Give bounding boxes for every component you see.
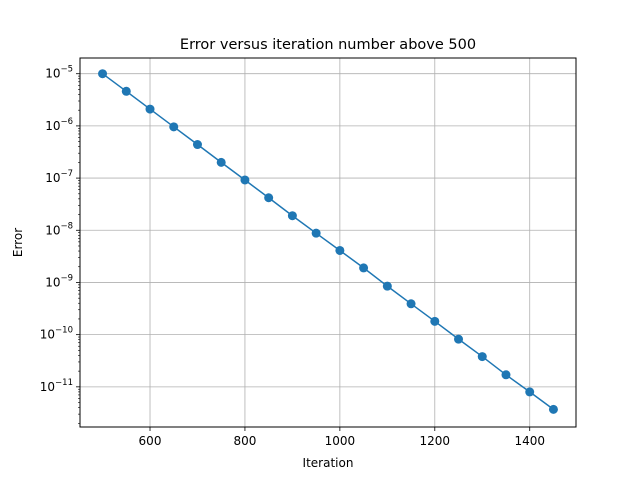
- y-tick-label-base: 10: [45, 223, 60, 237]
- data-point: [98, 69, 108, 79]
- x-tick-label: 600: [139, 434, 162, 448]
- y-tick-label-exponent: −8: [60, 221, 73, 231]
- grid: [80, 58, 576, 427]
- data-point: [264, 193, 274, 203]
- y-tick-label-exponent: −9: [60, 273, 73, 283]
- data-point: [359, 263, 369, 273]
- data-point: [501, 370, 511, 380]
- y-tick-label-exponent: −6: [60, 117, 73, 127]
- data-point: [145, 104, 155, 114]
- y-tick-label-base: 10: [40, 380, 55, 394]
- data-point: [548, 404, 558, 414]
- y-tick-label-base: 10: [40, 328, 55, 342]
- x-tick-label: 1000: [325, 434, 356, 448]
- data-point: [287, 211, 297, 221]
- y-axis-label: Error: [11, 228, 25, 257]
- x-axis-label: Iteration: [303, 456, 354, 470]
- y-tick-label-base: 10: [45, 67, 60, 81]
- y-tick-label-exponent: −7: [60, 169, 73, 179]
- data-point: [311, 228, 321, 238]
- chart-title: Error versus iteration number above 500: [180, 37, 476, 53]
- x-tick-label: 800: [233, 434, 256, 448]
- y-tick-label: 10−10: [40, 326, 73, 342]
- data-point: [192, 140, 202, 150]
- plot-frame: [79, 57, 577, 428]
- data-point: [430, 316, 440, 326]
- data-point: [121, 86, 131, 96]
- ticks: 600 800 1000 1200 140010−510−610−710−810−910…: [40, 65, 545, 448]
- x-tick-label: 1200: [420, 434, 451, 448]
- data-point: [525, 387, 535, 397]
- series-line: [102, 73, 554, 410]
- y-tick-label-exponent: −11: [55, 378, 73, 388]
- y-tick-label: 10−8: [45, 221, 73, 237]
- data-point: [169, 122, 179, 132]
- y-tick-label-base: 10: [45, 275, 60, 289]
- data-point: [477, 352, 487, 362]
- data-point: [382, 281, 392, 291]
- data-point: [454, 334, 464, 344]
- data-point: [406, 299, 416, 309]
- series-layer: [98, 69, 558, 414]
- y-tick-label-exponent: −5: [60, 65, 73, 75]
- y-tick-label: 10−6: [45, 117, 73, 133]
- y-tick-label: 10−11: [40, 378, 73, 394]
- y-tick-label: 10−9: [45, 273, 73, 289]
- data-point: [240, 175, 250, 185]
- y-tick-label-base: 10: [45, 119, 60, 133]
- y-tick-label-exponent: −10: [55, 326, 73, 336]
- y-tick-label: 10−7: [45, 169, 73, 185]
- x-tick-label: 1400: [514, 434, 545, 448]
- data-point: [335, 245, 345, 255]
- y-tick-label: 10−5: [45, 65, 73, 81]
- y-tick-label-base: 10: [45, 171, 60, 185]
- data-point: [216, 157, 226, 167]
